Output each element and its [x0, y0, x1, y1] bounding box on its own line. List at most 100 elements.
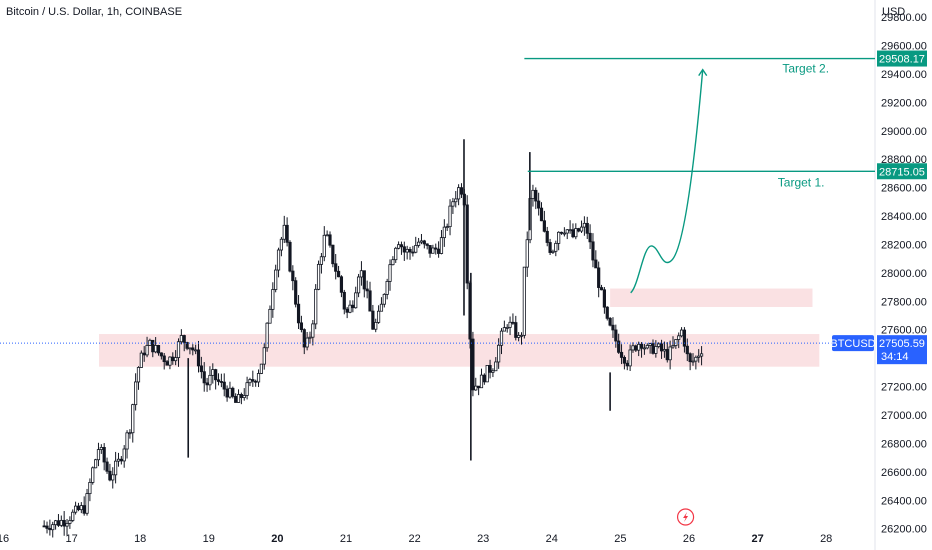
candle-body: [216, 379, 221, 382]
candle-body: [142, 352, 146, 356]
y-tick-label: 29800.00: [881, 12, 927, 24]
candle-body: [131, 404, 135, 434]
candle-body: [382, 293, 386, 305]
candle-body: [94, 459, 98, 469]
candle-body: [439, 237, 444, 254]
chart-title: Bitcoin / U.S. Dollar, 1h, COINBASE: [6, 6, 183, 18]
candle-body: [491, 370, 495, 373]
candle-body: [442, 226, 446, 239]
candle-body: [591, 241, 595, 261]
y-tick-label: 26800.00: [881, 438, 927, 450]
candle-body: [499, 330, 504, 346]
candle-body: [185, 342, 189, 349]
y-tick-label: 27800.00: [881, 296, 927, 308]
x-tick-label: 22: [408, 533, 420, 545]
candle-body: [457, 187, 461, 200]
candle-body: [597, 267, 601, 288]
y-tick-label: 28200.00: [881, 239, 927, 251]
candle-body: [474, 385, 478, 391]
candle-body: [122, 448, 126, 462]
candle-body: [508, 321, 512, 328]
time-axis[interactable]: 16 17 18 19 20 21 22 23 24 25 26 27 28: [0, 533, 832, 545]
candle-body: [351, 304, 355, 309]
candle-body: [76, 505, 81, 511]
candle-body: [608, 317, 612, 326]
candle-body: [408, 248, 412, 253]
targets-layer: Target 1. 28715.05 Target 2. 29508.17: [524, 50, 927, 294]
y-tick-label: 28000.00: [881, 268, 927, 280]
candle-body: [657, 343, 661, 347]
candle-body: [548, 242, 552, 253]
candle-body: [668, 346, 672, 361]
candle-body: [222, 381, 226, 390]
candle-body: [139, 352, 143, 368]
candle-body: [602, 289, 606, 308]
candle-body: [302, 329, 306, 348]
candle-body: [74, 505, 78, 513]
candle-body: [437, 248, 441, 254]
candle-body: [585, 222, 589, 234]
candle-body: [651, 343, 655, 354]
candle-body: [502, 327, 506, 332]
candle-body: [88, 482, 92, 495]
candle-body: [654, 346, 658, 354]
candle-body: [697, 355, 701, 358]
candle-body: [611, 324, 615, 331]
candle-body: [168, 356, 172, 366]
price-axis[interactable]: 29800.00 29600.00 29400.00 29200.00 29000.00…: [881, 12, 927, 536]
candle-body: [688, 353, 692, 363]
candle-body: [634, 345, 638, 351]
x-tick-label: 28: [820, 533, 832, 545]
candle-body: [331, 244, 335, 265]
x-tick-label: 21: [340, 533, 352, 545]
candle-body: [365, 288, 369, 292]
candle-body: [179, 335, 183, 343]
candle-body: [105, 461, 109, 472]
candle-body: [174, 357, 178, 362]
candle-body: [565, 229, 569, 234]
zones-layer: [99, 288, 820, 367]
candle-body: [371, 310, 375, 330]
candle-body: [208, 374, 212, 386]
candle-body: [56, 520, 61, 526]
candle-body: [391, 259, 395, 266]
candle-body: [574, 228, 578, 238]
candle-body: [334, 263, 338, 272]
candle-body: [79, 505, 83, 511]
candle-body: [99, 447, 103, 450]
candle-body: [525, 239, 529, 268]
candle-body: [354, 292, 358, 309]
candle-body: [505, 326, 509, 329]
candle-body: [448, 205, 452, 228]
candle-body: [265, 322, 269, 349]
target-price-tag-2: [877, 50, 927, 67]
last-price-tag: [877, 335, 927, 365]
lightning-glyph: [683, 512, 689, 522]
candle-body: [288, 241, 292, 272]
candle-body: [136, 367, 141, 383]
candle-body: [488, 365, 492, 373]
candle-body: [394, 247, 398, 261]
candle-body: [242, 395, 246, 399]
candle-body: [554, 242, 558, 252]
candle-body: [562, 232, 566, 235]
candle-body: [677, 335, 681, 340]
target-label-1: Target 1.: [778, 175, 825, 189]
candle-body: [482, 374, 486, 383]
candle-body: [196, 349, 201, 367]
candle-body: [454, 198, 458, 203]
x-tick-label: 16: [0, 533, 9, 545]
candle-body: [671, 345, 675, 348]
target-label-2: Target 2.: [782, 62, 829, 76]
candle-body: [145, 345, 149, 356]
candle-body: [494, 361, 498, 372]
candle-body: [348, 304, 352, 313]
candle-body: [485, 365, 489, 383]
candle-body: [245, 382, 249, 396]
candle-body: [659, 343, 664, 352]
candle-body: [159, 352, 163, 357]
candle-body: [68, 520, 72, 524]
candle-body: [308, 336, 312, 339]
candle-body: [316, 263, 321, 290]
